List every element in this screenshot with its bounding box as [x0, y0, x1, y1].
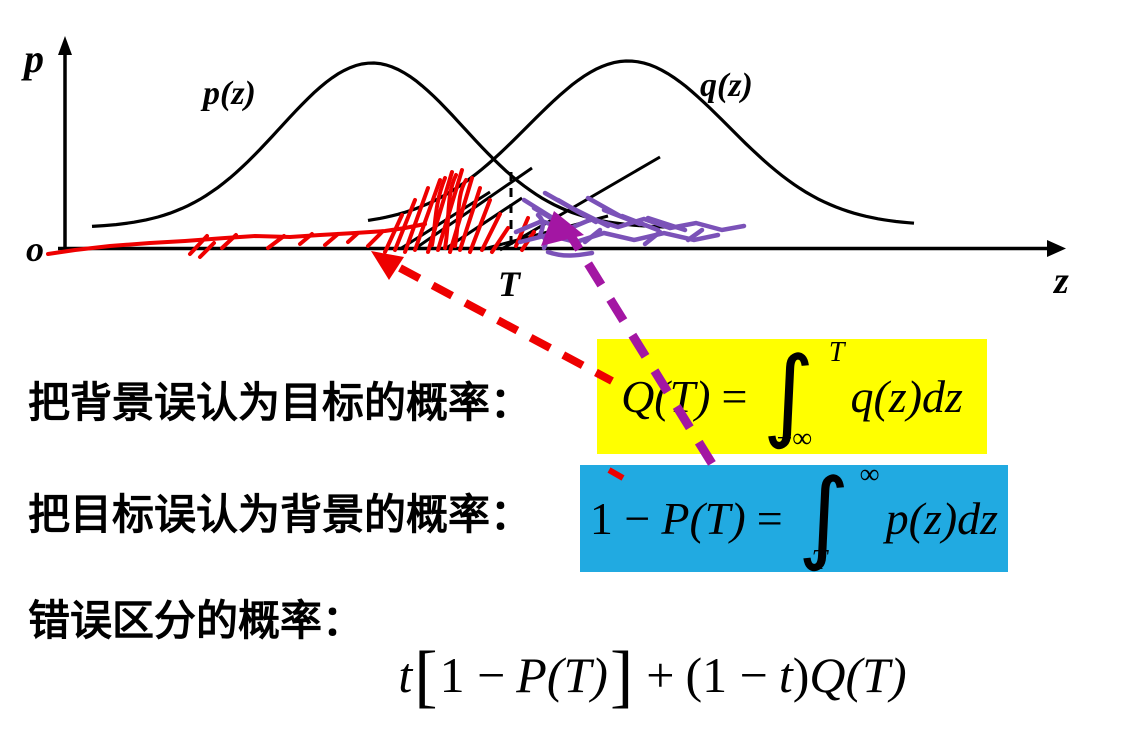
- red-arrowhead: [371, 251, 404, 280]
- formula-p-integrand: p(z)dz: [885, 493, 999, 544]
- purple-arrowhead: [541, 211, 584, 246]
- caption-total-error: 错误区分的概率：: [28, 597, 365, 644]
- coef-t: t: [398, 647, 413, 703]
- equals-sign: =: [721, 371, 748, 422]
- highlight-box-cyan: 1 − P(T) = ∫ ∞ T p(z)dz: [580, 456, 1008, 576]
- plus-sign: +: [646, 647, 675, 703]
- integral-upper-limit: ∞: [859, 458, 880, 490]
- black-hatch-lines: [399, 155, 661, 252]
- origin-label: o: [26, 229, 44, 269]
- term2: Q(T): [809, 647, 907, 703]
- integral-lower-limit: −∞: [776, 422, 813, 454]
- curve-q: [367, 59, 915, 225]
- caption-miss: 把目标误认为背景的概率：: [28, 491, 533, 538]
- open-paren: (1 −: [685, 647, 768, 703]
- x-axis-arrowhead: [1047, 240, 1066, 257]
- formula-p-lhs: P(T): [661, 493, 746, 544]
- integral-sign: ∫: [762, 334, 815, 452]
- highlight-box-yellow: Q(T) = ∫ T −∞ q(z)dz: [597, 334, 987, 454]
- formula-q-lhs: Q(T): [621, 371, 711, 422]
- curve-p: [91, 61, 669, 229]
- y-axis-label: p: [21, 36, 44, 81]
- x-axis-label: z: [1052, 260, 1069, 302]
- equals-sign: =: [756, 493, 783, 544]
- caption-false-alarm: 把背景误认为目标的概率：: [28, 379, 533, 426]
- formula-p-prefix: 1 −: [589, 493, 651, 544]
- axes: [58, 36, 1066, 257]
- formula-q-integral: Q(T) = ∫ T −∞ q(z)dz: [621, 334, 963, 454]
- purple-scribble: [513, 190, 747, 258]
- formula-q-integrand: q(z)dz: [850, 371, 963, 422]
- term1: P(T): [516, 647, 608, 703]
- coef-t2: t: [778, 647, 793, 703]
- integral-lower-limit: T: [811, 544, 828, 576]
- integral-block: ∫ T −∞: [762, 334, 846, 454]
- formula-p-integral: 1 − P(T) = ∫ ∞ T p(z)dz: [589, 456, 999, 576]
- red-scribble: [46, 168, 536, 259]
- red-dashed-arrow: [371, 251, 625, 481]
- curve-p-label: p(z): [200, 75, 256, 112]
- integral-block: ∫ ∞ T: [797, 456, 882, 576]
- close-paren: ): [792, 647, 810, 703]
- formula-total-error: t [ 1 − P(T) ] + (1 − t ) Q(T): [398, 638, 907, 715]
- y-axis-arrowhead: [58, 36, 72, 55]
- threshold-label: T: [498, 264, 522, 304]
- integral-upper-limit: T: [828, 336, 845, 368]
- term1-prefix: 1 −: [439, 647, 506, 703]
- curve-q-label: q(z): [700, 67, 753, 104]
- integral-sign: ∫: [797, 456, 850, 574]
